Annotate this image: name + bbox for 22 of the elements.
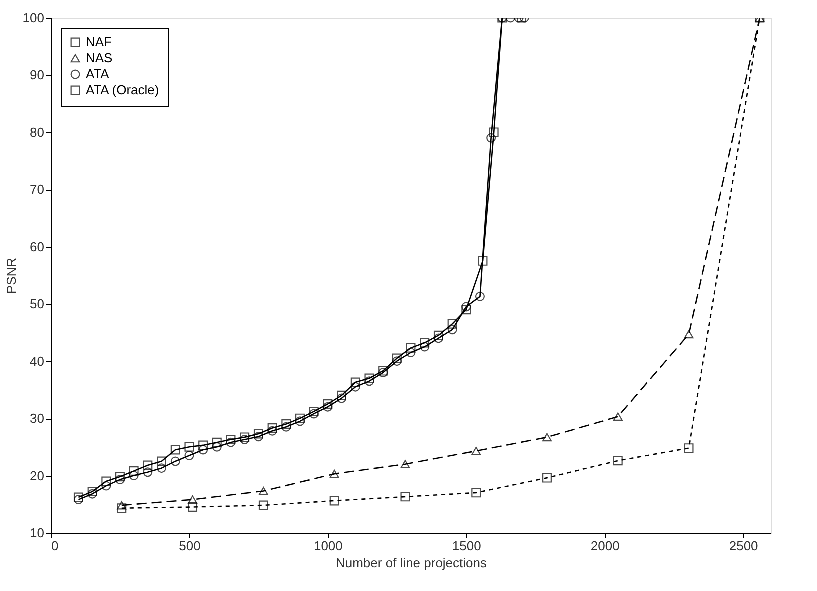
- x-tick-label: 2000: [590, 538, 620, 554]
- legend-label: ATA: [86, 66, 110, 82]
- y-tick-label: 70: [30, 182, 44, 198]
- x-axis-title: Number of line projections: [336, 556, 488, 570]
- legend-label: ATA (Oracle): [86, 82, 160, 98]
- y-tick-label: 100: [22, 10, 44, 26]
- x-tick-label: 1500: [452, 538, 482, 554]
- y-tick-label: 50: [30, 296, 44, 312]
- y-tick-label: 40: [30, 354, 44, 369]
- x-tick-label: 0: [52, 538, 59, 554]
- x-tick-label: 2500: [729, 538, 758, 554]
- y-tick-label: 60: [30, 239, 44, 254]
- y-tick-label: 20: [30, 468, 44, 484]
- x-tick-label: 500: [179, 538, 201, 554]
- y-axis-title: PSNR: [4, 258, 19, 294]
- legend-label: NAS: [86, 50, 114, 66]
- y-tick-label: 80: [30, 124, 44, 140]
- legend-label: NAF: [86, 34, 112, 50]
- x-tick-label: 1000: [314, 538, 343, 554]
- y-tick-label: 10: [30, 526, 44, 540]
- y-tick-label: 30: [30, 411, 44, 426]
- y-tick-label: 90: [30, 68, 44, 83]
